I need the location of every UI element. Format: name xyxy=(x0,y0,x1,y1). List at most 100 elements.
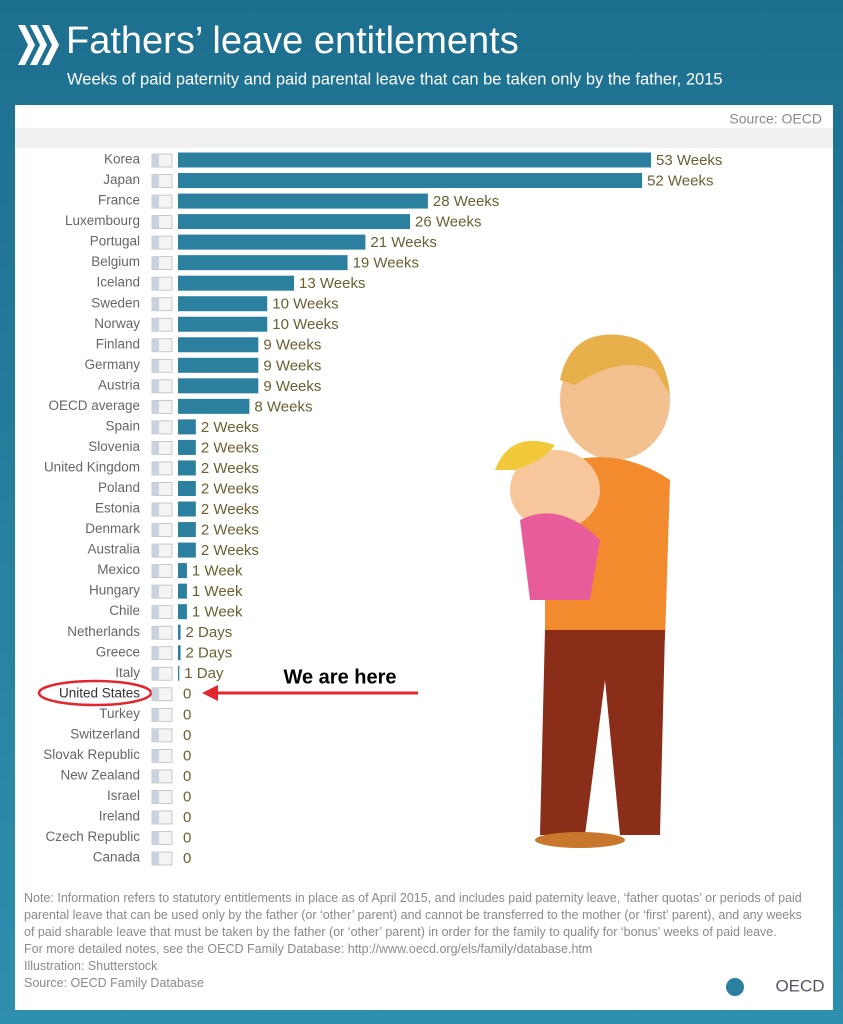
arrow-head xyxy=(202,685,218,701)
bar xyxy=(178,460,196,476)
chart-subtitle: Weeks of paid paternity and paid parenta… xyxy=(67,70,723,88)
bar xyxy=(178,357,259,373)
flag-stripe xyxy=(152,626,159,640)
band xyxy=(15,128,833,148)
flag-stripe xyxy=(152,154,159,167)
value-label: 53 Weeks xyxy=(656,152,722,169)
bar xyxy=(178,398,250,414)
bar xyxy=(178,173,643,189)
category-label: Slovenia xyxy=(88,439,140,454)
flag-stripe xyxy=(152,523,159,537)
value-label: 2 Weeks xyxy=(201,542,259,559)
flag-stripe xyxy=(152,852,159,866)
flag-stripe xyxy=(152,728,159,742)
flag-stripe xyxy=(152,667,159,681)
flag-stripe xyxy=(152,790,159,804)
bar xyxy=(178,542,196,558)
bar xyxy=(178,193,428,209)
value-label: 1 Week xyxy=(192,604,243,621)
value-label: 26 Weeks xyxy=(415,214,481,231)
value-label: 8 Weeks xyxy=(254,398,312,415)
bar xyxy=(178,624,181,640)
category-label: Slovak Republic xyxy=(43,747,140,762)
flag-stripe xyxy=(152,359,159,373)
note-line: For more detailed notes, see the OECD Fa… xyxy=(24,942,593,956)
bar xyxy=(178,152,651,168)
category-label: Japan xyxy=(103,172,140,187)
flag-stripe xyxy=(152,482,159,496)
flag-stripe xyxy=(152,461,159,475)
bar xyxy=(178,645,181,661)
bar xyxy=(178,419,196,435)
value-label: 21 Weeks xyxy=(370,234,436,251)
flag-stripe xyxy=(152,687,159,701)
bar xyxy=(178,275,295,291)
category-label: Netherlands xyxy=(67,624,140,639)
value-label: 28 Weeks xyxy=(433,193,499,210)
category-label: United States xyxy=(59,685,140,700)
highlight-ring xyxy=(37,679,153,707)
value-label: 9 Weeks xyxy=(263,357,321,374)
bar xyxy=(178,480,196,496)
bar xyxy=(178,583,187,599)
flag-stripe xyxy=(152,564,159,578)
category-label: Canada xyxy=(93,850,141,865)
value-label: 0 xyxy=(183,809,191,826)
source: Source: OECD xyxy=(729,111,822,127)
flag-stripe xyxy=(152,605,159,619)
category-label: Germany xyxy=(84,357,140,372)
value-label: 2 Days xyxy=(186,645,233,662)
bar xyxy=(178,316,268,332)
panel xyxy=(15,105,833,1010)
flag-stripe xyxy=(152,708,159,722)
value-label: 2 Weeks xyxy=(201,439,259,456)
value-label: 2 Weeks xyxy=(201,522,259,539)
flag-stripe xyxy=(152,503,159,517)
bar xyxy=(178,255,348,271)
note-line: Illustration: Shutterstock xyxy=(24,959,158,973)
category-label: New Zealand xyxy=(60,767,140,782)
category-label: Austria xyxy=(98,377,141,392)
value-label: 1 Day xyxy=(184,665,224,682)
value-label: 2 Weeks xyxy=(201,480,259,497)
value-label: 9 Weeks xyxy=(263,337,321,354)
note-line: Source: OECD Family Database xyxy=(24,976,204,990)
value-label: 0 xyxy=(183,747,191,764)
value-label: 0 xyxy=(183,686,191,703)
illustration xyxy=(495,334,670,848)
category-label: Ireland xyxy=(99,809,140,824)
category-label: Denmark xyxy=(85,521,140,536)
bar xyxy=(178,563,187,579)
category-label: Finland xyxy=(96,336,140,351)
bar xyxy=(178,234,366,250)
flag-stripe xyxy=(152,810,159,824)
bar xyxy=(178,296,268,312)
value-label: 1 Week xyxy=(192,583,243,600)
category-label: Belgium xyxy=(91,254,140,269)
bar xyxy=(178,501,196,517)
category-label: Luxembourg xyxy=(65,213,140,228)
bar xyxy=(178,439,196,455)
category-label: Iceland xyxy=(96,275,140,290)
value-label: 1 Week xyxy=(192,563,243,580)
flag-stripe xyxy=(152,236,159,250)
category-label: France xyxy=(98,193,140,208)
value-label: 0 xyxy=(183,850,191,867)
value-label: 2 Weeks xyxy=(201,501,259,518)
category-label: Greece xyxy=(96,644,140,659)
category-label: Spain xyxy=(105,418,140,433)
flag-stripe xyxy=(152,174,159,188)
category-label: OECD average xyxy=(48,398,140,413)
flag-stripe xyxy=(152,318,159,332)
logo-chevrons xyxy=(18,25,59,65)
flag-stripe xyxy=(152,195,159,209)
logo-text: OECD xyxy=(775,976,824,995)
value-label: 19 Weeks xyxy=(353,255,419,272)
bar xyxy=(178,378,259,394)
category-label: Korea xyxy=(104,152,141,167)
category-label: Mexico xyxy=(97,562,140,577)
category-label: Czech Republic xyxy=(45,829,140,844)
bar xyxy=(178,604,187,620)
value-label: 0 xyxy=(183,706,191,723)
flag-stripe xyxy=(152,277,159,291)
